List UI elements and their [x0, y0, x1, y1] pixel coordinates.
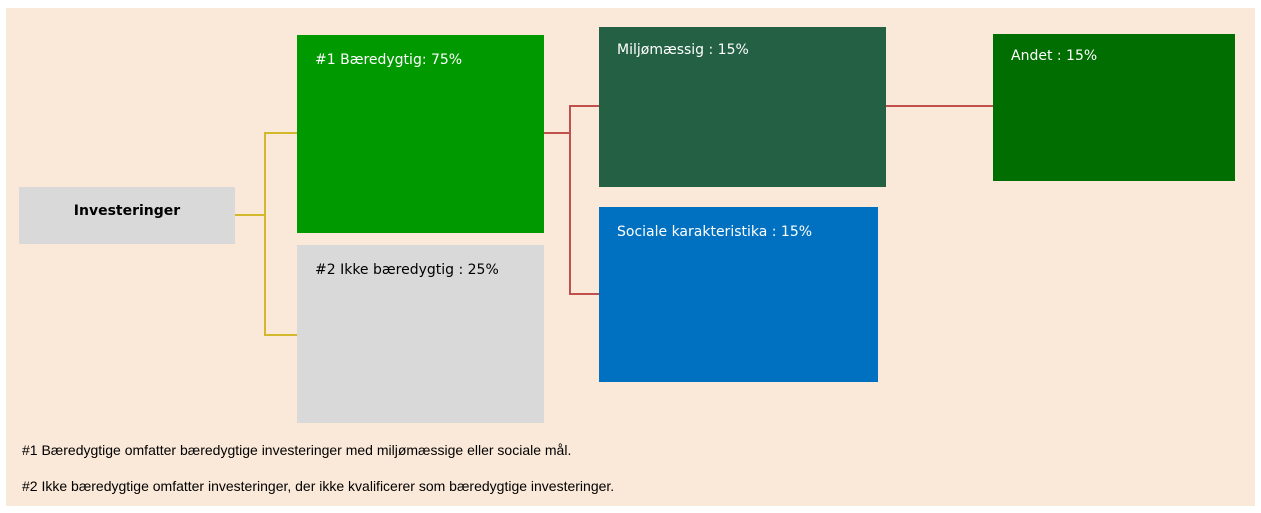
connector — [235, 132, 297, 216]
footnote: #2 Ikke bæredygtige omfatter investering… — [22, 478, 615, 494]
node-box: #1 Bæredygtig: 75% — [297, 35, 544, 233]
node-box: Sociale karakteristika : 15% — [599, 207, 878, 382]
node-box: Andet : 15% — [993, 34, 1235, 181]
connector — [569, 133, 599, 295]
connector — [544, 105, 599, 134]
node-box: Miljømæssig : 15% — [599, 27, 886, 187]
node-box: #2 Ikke bæredygtig : 25% — [297, 245, 544, 423]
node-box: Investeringer — [19, 187, 235, 244]
connector — [264, 215, 297, 336]
footnote: #1 Bæredygtige omfatter bæredygtige inve… — [22, 442, 572, 458]
